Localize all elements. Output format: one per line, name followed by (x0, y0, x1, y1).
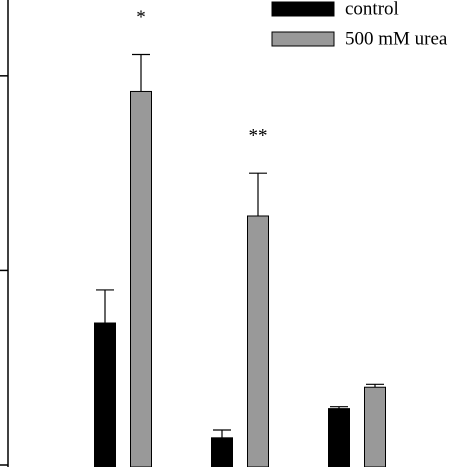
legend-label: control (345, 0, 399, 19)
bar (94, 322, 116, 467)
significance-label: ** (249, 126, 268, 147)
legend-swatch (271, 1, 335, 17)
bar (328, 408, 350, 467)
legend-label: 500 mM urea (345, 28, 448, 49)
legend-swatch (271, 31, 335, 47)
bar (211, 437, 233, 467)
bar (364, 386, 386, 467)
bar (247, 215, 269, 467)
significance-label: * (136, 7, 146, 28)
bar (130, 90, 152, 467)
